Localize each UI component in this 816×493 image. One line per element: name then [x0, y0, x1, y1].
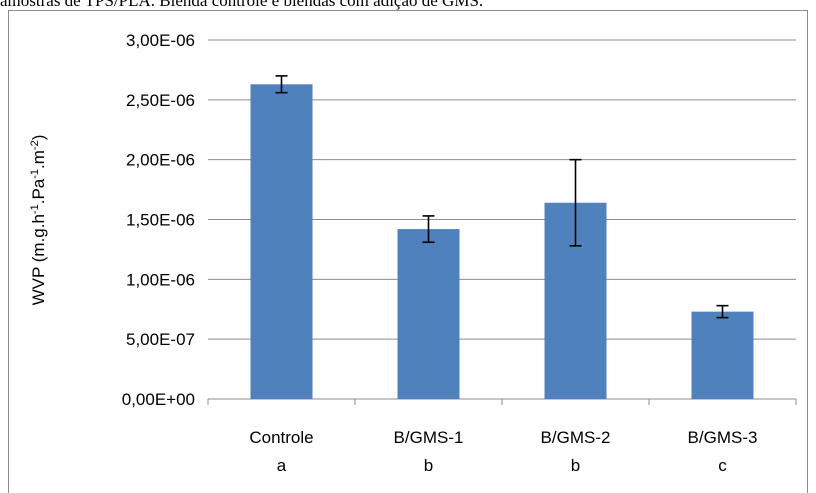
error-bars	[275, 75, 729, 319]
bar	[397, 229, 460, 399]
y-tick-label: 2,00E-06	[126, 151, 195, 170]
error-bar	[569, 158, 582, 247]
bar	[691, 311, 754, 399]
x-tick-label: B/GMS-2	[541, 428, 611, 447]
x-tick-label: B/GMS-1	[394, 428, 464, 447]
chart-frame	[8, 10, 808, 493]
significance-letter: b	[424, 456, 433, 475]
figure-caption: amostras de TPS/PLA. Blenda controle e b…	[0, 0, 484, 10]
significance-letter: a	[277, 456, 287, 475]
significance-letter: b	[571, 456, 580, 475]
y-axis-label: WVP (m.g.h-1.Pa-1.m-2)	[29, 135, 48, 306]
y-tick-label: 1,50E-06	[126, 211, 195, 230]
x-tick-labels: Controle a B/GMS-1 b B/GMS-2 b B/GMS-3 c	[249, 428, 757, 475]
y-tick-label: 1,00E-06	[126, 270, 195, 289]
bar	[250, 84, 313, 399]
bars	[250, 84, 754, 399]
x-tick-label: Controle	[249, 428, 313, 447]
error-bar	[275, 75, 288, 94]
y-tick-labels: 0,00E+00 5,00E-07 1,00E-06 1,50E-06 2,00E-06…	[122, 31, 195, 409]
x-tick-label: B/GMS-3	[688, 428, 758, 447]
error-bar	[422, 215, 435, 244]
y-tick-label: 2,50E-06	[126, 91, 195, 110]
error-bar	[716, 304, 729, 319]
y-tick-label: 0,00E+00	[122, 390, 195, 409]
significance-letter: c	[718, 456, 727, 475]
y-tick-label: 5,00E-07	[126, 330, 195, 349]
y-tick-label: 3,00E-06	[126, 31, 195, 50]
